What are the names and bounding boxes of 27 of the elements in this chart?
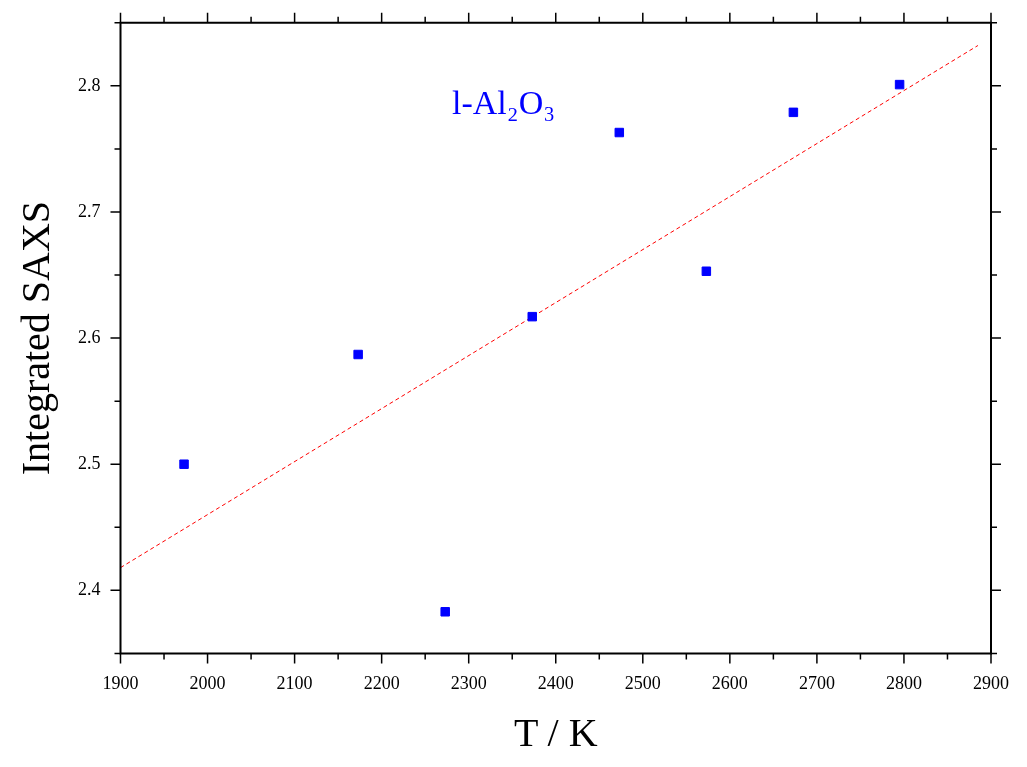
point xyxy=(527,311,537,322)
point xyxy=(440,607,450,617)
y-tick-label: 2.5 xyxy=(78,452,101,473)
y-axis-title: Integrated SAXS xyxy=(12,200,58,476)
x-tick-label: 2200 xyxy=(363,672,400,693)
x-tick-label: 1900 xyxy=(102,672,139,693)
point xyxy=(614,127,625,138)
point xyxy=(353,349,363,360)
x-tick-label: 2900 xyxy=(973,672,1009,693)
series-label: l-Al₂O₃ xyxy=(452,83,556,121)
point xyxy=(701,266,712,276)
y-tick-label: 2.4 xyxy=(78,579,101,600)
x-axis-title: T / K xyxy=(513,709,598,755)
y-tick-label: 2.7 xyxy=(78,200,101,221)
x-tick-label: 2600 xyxy=(711,672,748,693)
point xyxy=(179,459,189,469)
point xyxy=(894,79,905,90)
x-tick-label: 2700 xyxy=(798,672,835,693)
y-tick-label: 2.6 xyxy=(78,326,101,347)
x-tick-label: 2100 xyxy=(276,672,313,693)
x-tick-label: 2400 xyxy=(537,672,574,693)
x-tick-label: 2500 xyxy=(624,672,661,693)
x-tick-label: 2800 xyxy=(885,672,922,693)
point xyxy=(788,107,799,118)
x-tick-label: 2000 xyxy=(189,672,226,693)
y-tick-label: 2.8 xyxy=(78,74,101,95)
x-tick-label: 2300 xyxy=(450,672,487,693)
